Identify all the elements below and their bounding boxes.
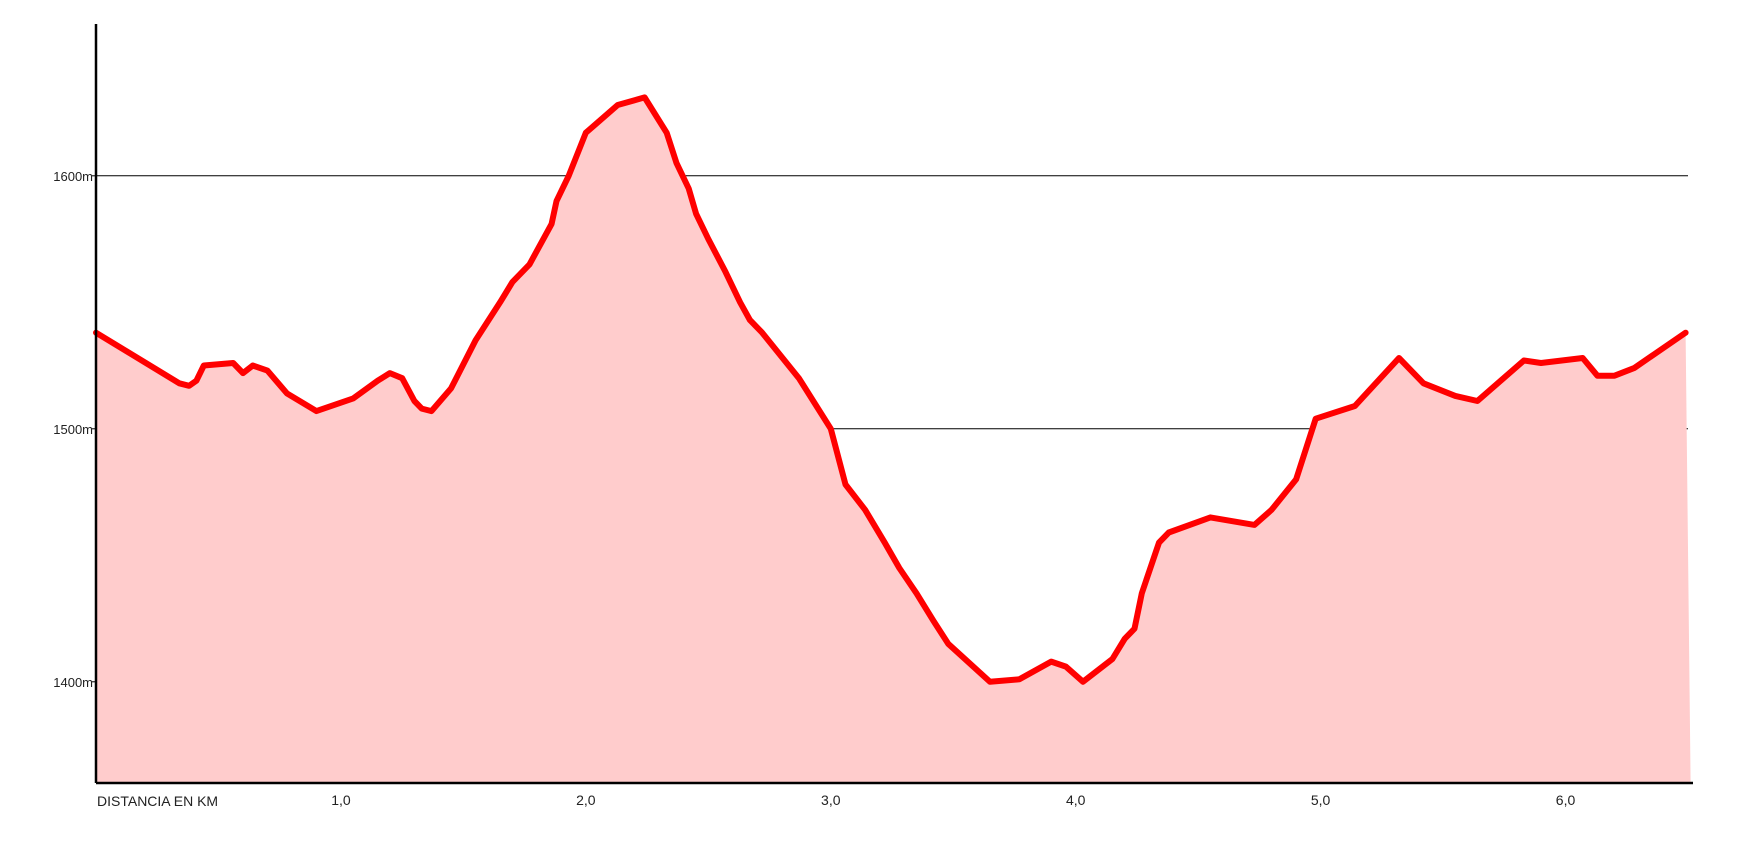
x-tick-label-3-0: 3,0: [821, 792, 841, 808]
elevation-area-fill: [96, 97, 1691, 783]
y-tick-labels: 1400m 1500m 1600m: [53, 169, 96, 690]
x-axis-label: DISTANCIA EN KM: [97, 793, 218, 809]
y-tick-label-1500: 1500m: [53, 422, 93, 437]
x-tick-label-1-0: 1,0: [331, 792, 351, 808]
x-tick-labels: 1,0 2,0 3,0 4,0 5,0 6,0: [331, 792, 1575, 808]
x-tick-label-5-0: 5,0: [1311, 792, 1331, 808]
x-tick-label-6-0: 6,0: [1556, 792, 1576, 808]
y-tick-label-1400: 1400m: [53, 675, 93, 690]
x-tick-label-2-0: 2,0: [576, 792, 596, 808]
y-tick-label-1600: 1600m: [53, 169, 93, 184]
x-tick-label-4-0: 4,0: [1066, 792, 1086, 808]
elevation-profile-line: [93, 94, 1689, 685]
